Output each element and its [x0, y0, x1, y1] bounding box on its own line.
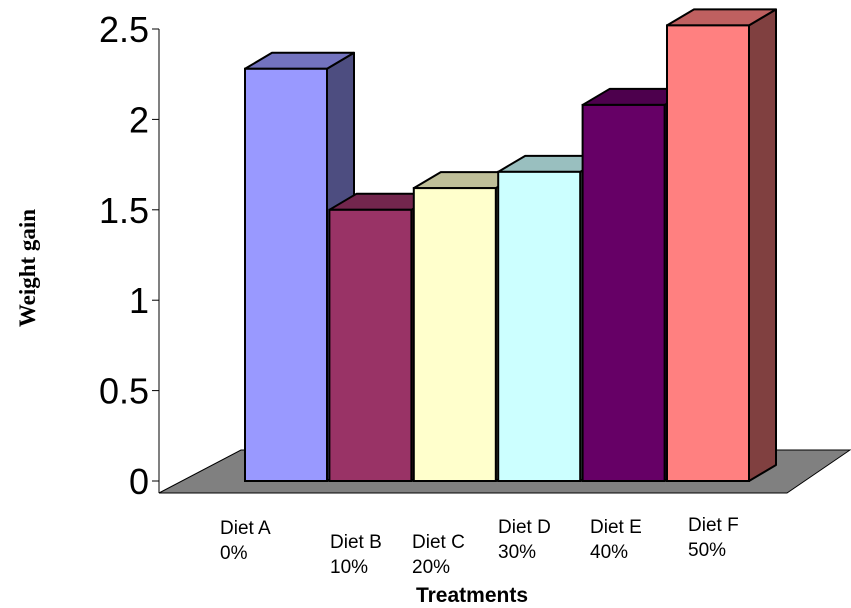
x-category-label: Diet D	[498, 517, 551, 538]
x-category-sublabel: 50%	[688, 540, 726, 561]
x-category-label: Diet B	[330, 532, 382, 553]
bar-front-face	[244, 67, 328, 482]
bar-front-face	[666, 24, 750, 482]
x-category-label: Diet F	[688, 515, 739, 536]
bar-diet-f	[666, 8, 777, 482]
y-tick-label: 0.5	[99, 371, 149, 412]
x-category-label: Diet E	[590, 517, 642, 538]
bar-front-face	[412, 187, 497, 482]
x-category-sublabel: 20%	[412, 557, 450, 578]
y-axis-title: Weight gain	[15, 209, 40, 327]
bar-front-face	[328, 208, 413, 483]
x-category-label: Diet C	[412, 532, 465, 553]
y-tick-label: 0	[129, 461, 149, 502]
x-category-sublabel: 0%	[220, 543, 248, 564]
y-tick-label: 2.5	[99, 9, 149, 50]
x-category-label: Diet A	[220, 518, 271, 539]
y-tick-label: 1.5	[99, 190, 149, 231]
bar-front-face	[581, 103, 666, 482]
y-tick-label: 2	[129, 99, 149, 140]
bar-side-face	[748, 8, 777, 482]
x-axis-title: Treatments	[416, 584, 528, 607]
x-category-sublabel: 40%	[590, 542, 628, 563]
x-category-sublabel: 10%	[330, 557, 368, 578]
y-tick-label: 1	[129, 280, 149, 321]
bar-front-face	[497, 170, 582, 482]
x-category-sublabel: 30%	[498, 542, 536, 563]
